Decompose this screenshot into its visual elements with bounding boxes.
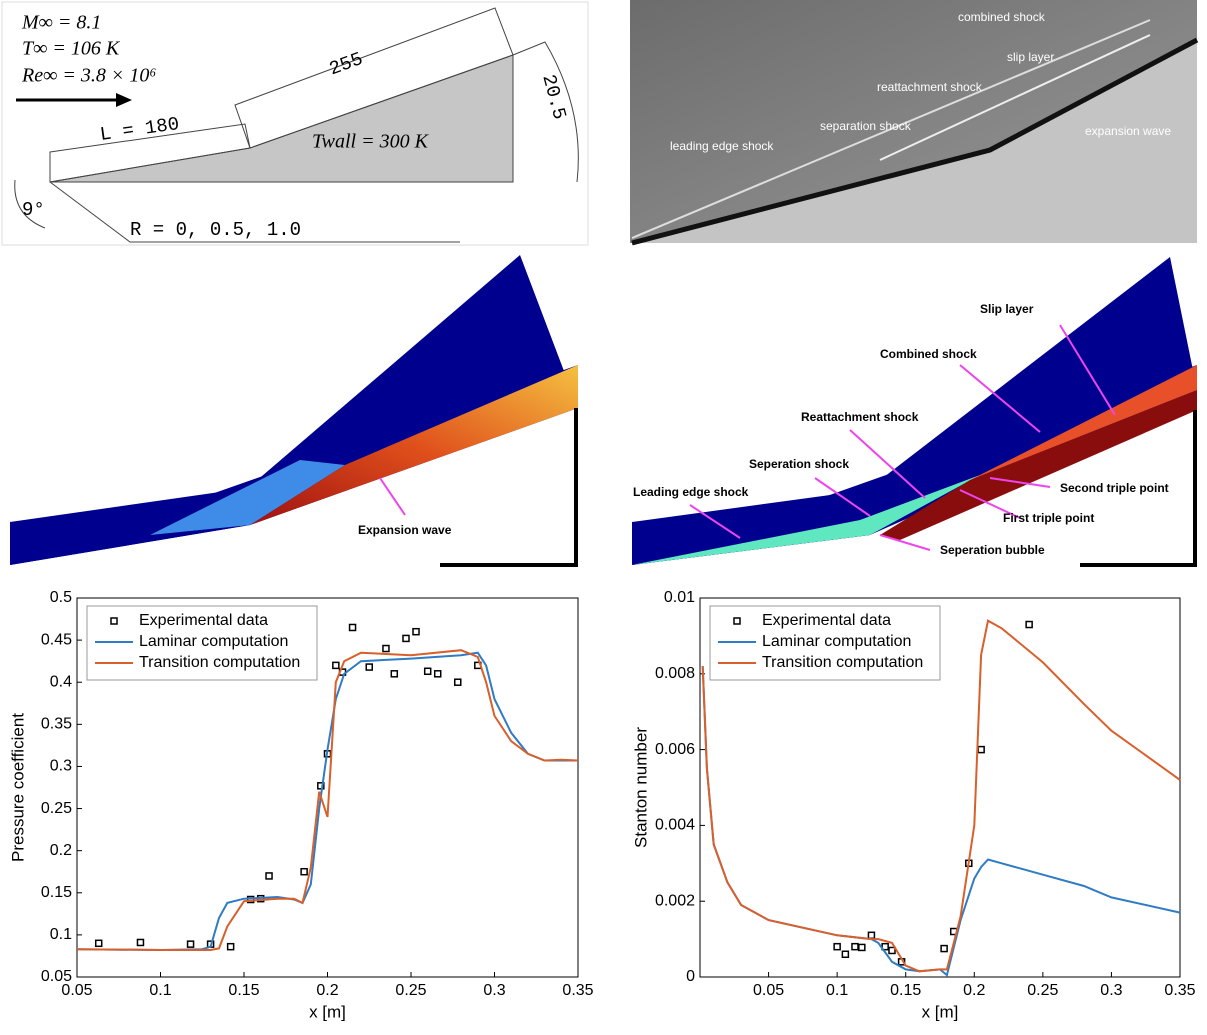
y-tick-label: 0.3 [50, 758, 72, 775]
temperature: T∞ = 106 K [22, 38, 121, 60]
y-tick-label: 0.1 [50, 926, 72, 943]
x-tick-label: 0.25 [1027, 982, 1058, 999]
legend-label: Laminar computation [139, 633, 288, 650]
y-axis-label: Stanton number [631, 727, 650, 848]
x-tick-label: 0.2 [316, 982, 338, 999]
y-tick-label: 0.4 [50, 673, 72, 690]
y-axis-label: Pressure coefficient [8, 713, 27, 862]
x-tick-label: 0.1 [149, 982, 171, 999]
legend-label: Experimental data [762, 612, 891, 629]
x-axis-label: x [m] [922, 1002, 959, 1021]
y-tick-label: 0.05 [41, 968, 72, 985]
y-tick-label: 0.2 [50, 842, 72, 859]
annotation: Reattachment shock [801, 410, 919, 424]
legend-label: Experimental data [139, 612, 268, 629]
legend-label: Laminar computation [762, 633, 911, 650]
radius-label: R = 0, 0.5, 1.0 [130, 219, 301, 241]
x-tick-label: 0.3 [1100, 982, 1122, 999]
angle-label: 9° [22, 199, 45, 221]
x-tick-label: 0.2 [963, 982, 985, 999]
y-tick-label: 0.45 [41, 631, 72, 648]
annotation: Second triple point [1060, 481, 1169, 495]
annotation: combined shock [958, 10, 1046, 24]
y-tick-label: 0.002 [655, 892, 695, 909]
annotation: Slip layer [980, 302, 1034, 316]
y-tick-label: 0.35 [41, 716, 72, 733]
annotation: First triple point [1003, 511, 1094, 525]
x-tick-label: 0.1 [826, 982, 848, 999]
contour-left: Expansion wave [10, 255, 578, 567]
x-tick-label: 0.35 [1164, 982, 1195, 999]
annotation: expansion wave [1085, 124, 1171, 138]
annotation: separation shock [820, 119, 912, 133]
x-tick-label: 0.15 [890, 982, 921, 999]
annotation: leading edge shock [670, 139, 774, 153]
reynolds: Re∞ = 3.8 × 10⁶ [21, 65, 156, 87]
wall-temperature: Twall = 300 K [312, 131, 430, 153]
x-tick-label: 0.05 [753, 982, 784, 999]
annotation: Leading edge shock [633, 485, 749, 499]
annotation: Expansion wave [358, 523, 452, 537]
y-tick-label: 0.006 [655, 741, 695, 758]
figure: M∞ = 8.1 T∞ = 106 K Re∞ = 3.8 × 10⁶ L = … [0, 0, 1207, 1035]
legend-label: Transition computation [139, 654, 300, 671]
x-tick-label: 0.35 [562, 982, 593, 999]
x-tick-label: 0.15 [228, 982, 259, 999]
annotation: slip layer [1007, 50, 1054, 64]
contour-right: Slip layer Combined shock Reattachment s… [630, 255, 1197, 567]
schlieren: combined shock slip layer reattachment s… [630, 0, 1197, 243]
x-tick-label: 0.3 [483, 982, 505, 999]
x-axis-label: x [m] [309, 1002, 346, 1021]
annotation: Seperation bubble [940, 543, 1045, 557]
y-tick-label: 0.15 [41, 884, 72, 901]
legend-label: Transition computation [762, 654, 923, 671]
annotation: reattachment shock [877, 80, 983, 94]
annotation: Combined shock [880, 347, 977, 361]
mach: M∞ = 8.1 [21, 12, 101, 34]
x-tick-label: 0.25 [395, 982, 426, 999]
y-tick-label: 0.25 [41, 800, 72, 817]
y-tick-label: 0.008 [655, 665, 695, 682]
schematic: M∞ = 8.1 T∞ = 106 K Re∞ = 3.8 × 10⁶ L = … [2, 2, 588, 245]
y-tick-label: 0 [686, 968, 695, 985]
y-tick-label: 0.5 [50, 589, 72, 606]
y-tick-label: 0.004 [655, 817, 695, 834]
y-tick-label: 0.01 [664, 589, 695, 606]
annotation: Seperation shock [749, 457, 849, 471]
